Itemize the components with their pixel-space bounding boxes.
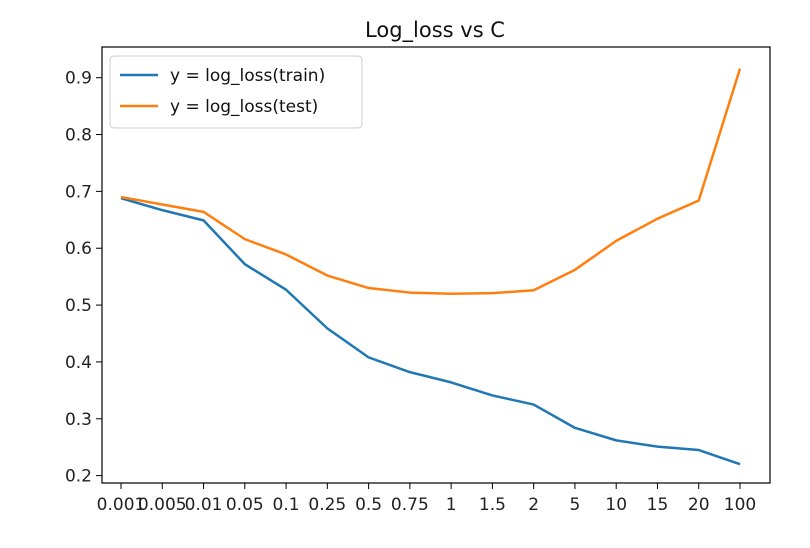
- train-point: [449, 380, 453, 384]
- test-point: [697, 198, 701, 202]
- test-point: [325, 274, 329, 278]
- test-point: [408, 291, 412, 295]
- train-point: [202, 218, 206, 222]
- test-point: [367, 286, 371, 290]
- series-line-train: [120, 197, 741, 466]
- train-point: [243, 262, 247, 266]
- legend: y = log_loss(train) y = log_loss(test): [109, 55, 363, 129]
- test-point: [738, 67, 742, 71]
- x-tick-label: 0.001: [97, 495, 146, 515]
- test-point: [119, 195, 123, 199]
- y-tick-label: 0.8: [65, 126, 92, 146]
- train-point: [367, 355, 371, 359]
- test-point: [160, 202, 164, 206]
- x-tick-label: 5: [570, 495, 581, 515]
- train-point: [325, 326, 329, 330]
- chart-title: Log_loss vs C: [365, 18, 505, 43]
- x-tick-label: 1.5: [479, 495, 506, 515]
- x-tick-label: 0.005: [138, 495, 187, 515]
- y-tick-label: 0.2: [65, 467, 92, 487]
- legend-box: [109, 55, 363, 129]
- train-point: [738, 462, 742, 466]
- x-tick-label: 20: [688, 495, 710, 515]
- x-tick-label: 0.5: [355, 495, 382, 515]
- train-point: [408, 370, 412, 374]
- train-point: [655, 445, 659, 449]
- plot-frame: [101, 46, 771, 484]
- test-point: [449, 292, 453, 296]
- y-tick-label: 0.3: [65, 410, 92, 430]
- train-point: [614, 438, 618, 442]
- y-tick-label: 0.6: [65, 239, 92, 259]
- y-axis: 0.2 0.3 0.4 0.5 0.6 0.7 0.8 0.9: [65, 69, 102, 487]
- train-point: [532, 403, 536, 407]
- y-tick-label: 0.4: [65, 353, 92, 373]
- test-point: [490, 291, 494, 295]
- x-tick-label: 0.75: [391, 495, 429, 515]
- x-tick-label: 1: [446, 495, 457, 515]
- legend-label-train: y = log_loss(train): [170, 66, 325, 86]
- test-point: [655, 217, 659, 221]
- test-point: [202, 210, 206, 214]
- x-tick-label: 0.1: [273, 495, 300, 515]
- x-tick-label: 15: [647, 495, 669, 515]
- train-point: [284, 288, 288, 292]
- y-tick-label: 0.5: [65, 296, 92, 316]
- y-tick-label: 0.7: [65, 182, 92, 202]
- legend-label-test: y = log_loss(test): [170, 97, 318, 117]
- x-tick-label: 0.05: [226, 495, 264, 515]
- test-point: [243, 237, 247, 241]
- x-tick-label: 0.01: [185, 495, 223, 515]
- test-point: [284, 252, 288, 256]
- series-layer: [119, 67, 742, 466]
- x-tick-label: 10: [605, 495, 627, 515]
- y-tick-label: 0.9: [65, 69, 92, 89]
- x-tick-label: 100: [724, 495, 756, 515]
- x-tick-label: 0.25: [308, 495, 346, 515]
- series-line-test: [120, 68, 742, 295]
- train-point: [160, 208, 164, 212]
- train-point: [490, 393, 494, 397]
- x-tick-label: 2: [528, 495, 539, 515]
- test-point: [573, 268, 577, 272]
- train-point: [573, 426, 577, 430]
- test-point: [532, 288, 536, 292]
- test-point: [614, 239, 618, 243]
- train-point: [697, 448, 701, 452]
